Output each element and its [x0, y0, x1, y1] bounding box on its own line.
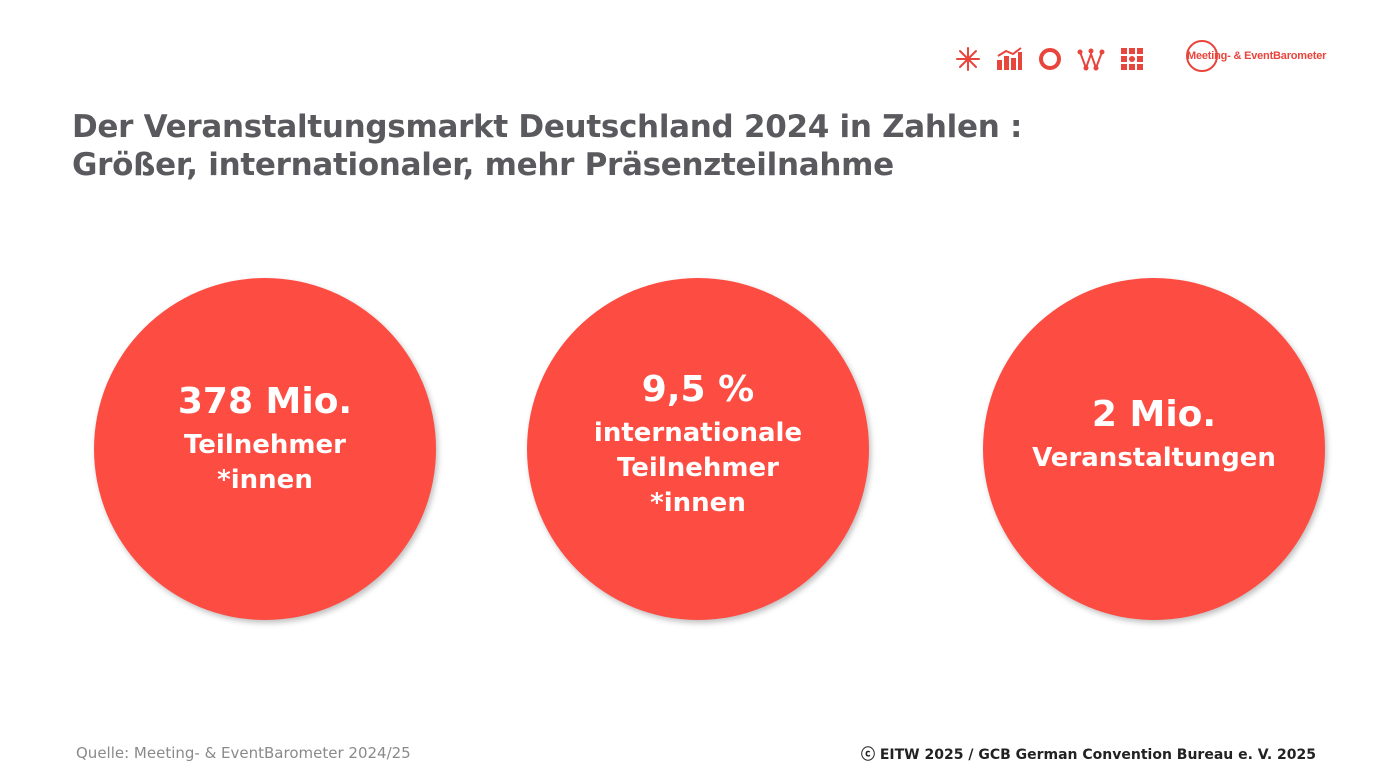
- stat-value: 2 Mio.: [1091, 393, 1217, 435]
- meeting-eventbarometer-logo: Meeting- & EventBarometer: [1184, 38, 1344, 78]
- stat-label-line: *innen: [217, 465, 313, 495]
- bar-chart-icon: [997, 47, 1022, 70]
- title-line-2: Größer, internationaler, mehr Präsenztei…: [72, 147, 894, 183]
- source-note: Quelle: Meeting- & EventBarometer 2024/2…: [76, 744, 411, 762]
- stat-circle-events: 2 Mio. Veranstaltungen: [983, 278, 1325, 620]
- asterisk-burst-icon: [956, 47, 980, 71]
- copyright-note: ⓒ EITW 2025 / GCB German Convention Bure…: [860, 747, 1316, 763]
- header-icons: [955, 44, 1145, 74]
- page-title: Der Veranstaltungsmarkt Deutschland 2024…: [72, 108, 1172, 184]
- ring-icon: [1039, 48, 1061, 70]
- stat-label-line: Veranstaltungen: [1032, 442, 1276, 473]
- logo-ring-icon: [1186, 40, 1218, 72]
- stat-label-line: *innen: [650, 487, 746, 518]
- title-line-1: Der Veranstaltungsmarkt Deutschland 2024…: [72, 109, 1023, 145]
- stat-value: 9,5 %: [641, 368, 755, 410]
- stat-label-line: Teilnehmer: [184, 430, 346, 460]
- stat-value: 378 Mio.: [177, 381, 353, 422]
- grid-nodes-icon: [1121, 48, 1143, 70]
- stat-label-line: Teilnehmer: [617, 452, 779, 483]
- stat-circle-participants: 378 Mio. Teilnehmer *innen: [94, 278, 436, 620]
- stat-circle-international: 9,5 % internationale Teilnehmer *innen: [527, 278, 869, 620]
- stat-label-line: internationale: [593, 417, 803, 448]
- network-icon: [1077, 48, 1105, 71]
- logo-text: Meeting- & EventBarometer: [1187, 50, 1327, 62]
